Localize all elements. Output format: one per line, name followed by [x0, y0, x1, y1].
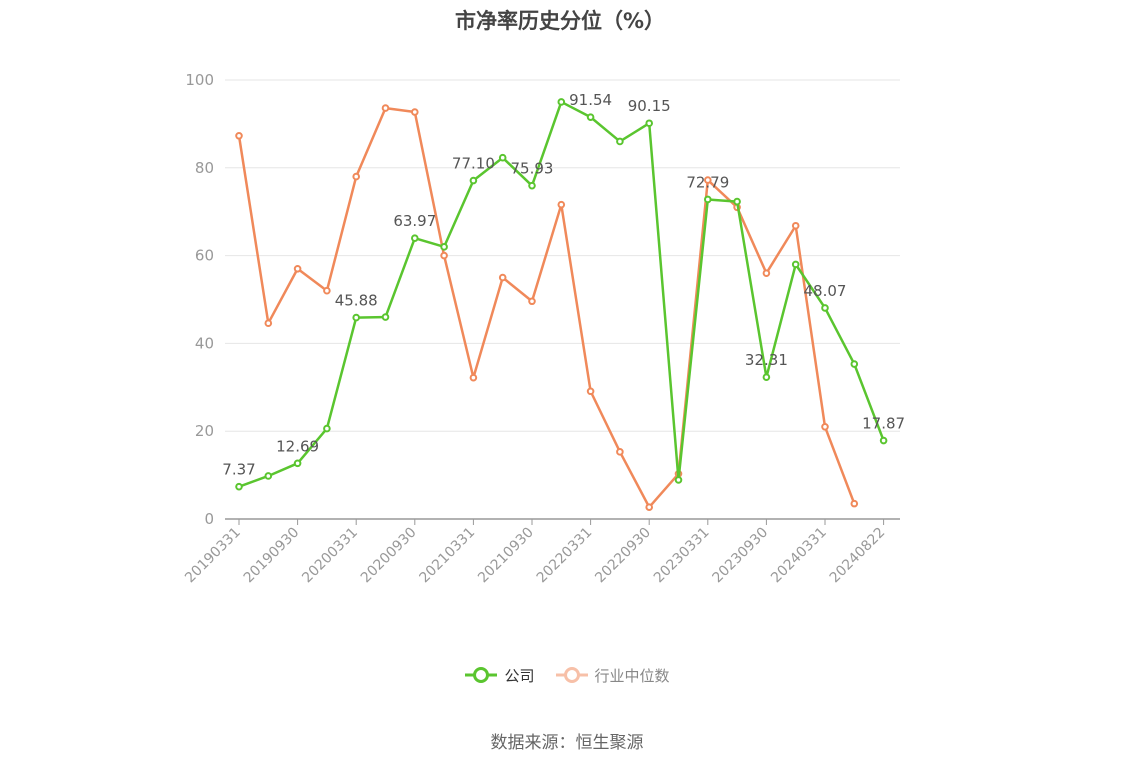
x-tick-label: 20230331: [651, 525, 713, 587]
x-tick-label: 20220331: [534, 525, 596, 587]
data-point: [733, 197, 741, 206]
data-source-note: 数据来源：恒生聚源: [490, 733, 644, 753]
data-point: [557, 200, 566, 209]
legend: 公司 行业中位数: [0, 664, 1134, 686]
data-point: [645, 503, 654, 511]
chart-title: 市净率历史分位（%）: [454, 9, 666, 33]
data-point: [498, 153, 507, 162]
data-label: 91.54: [569, 91, 612, 109]
x-tick-label: 20200331: [299, 525, 361, 587]
data-point: [440, 243, 448, 251]
legend-label-industry: 行业中位数: [594, 666, 670, 685]
x-tick-label: 20240331: [768, 525, 830, 587]
data-point: [821, 304, 829, 312]
data-point: [381, 313, 390, 321]
data-label: 90.15: [628, 97, 671, 115]
data-label: 12.69: [276, 437, 319, 455]
data-point: [879, 436, 888, 445]
data-point: [557, 98, 566, 106]
data-point: [704, 176, 712, 184]
data-label: 77.10: [452, 155, 495, 173]
data-point: [791, 260, 800, 269]
x-tick-label: 20210930: [475, 525, 537, 587]
data-point: [381, 104, 390, 112]
data-label: 7.37: [222, 461, 255, 479]
data-point: [586, 113, 595, 121]
data-point: [469, 176, 478, 185]
data-label: 63.97: [393, 212, 436, 230]
data-point: [616, 448, 624, 456]
legend-item-industry[interactable]: 行业中位数: [555, 664, 670, 686]
data-point: [411, 234, 419, 242]
data-point: [674, 476, 683, 484]
data-point: [528, 181, 536, 190]
data-point: [616, 137, 624, 146]
data-label: 45.88: [335, 292, 378, 310]
data-point: [498, 273, 507, 282]
data-point: [762, 269, 771, 277]
data-point: [469, 373, 478, 382]
y-tick-label: 40: [195, 334, 214, 352]
data-point: [850, 360, 859, 368]
data-point: [762, 373, 771, 381]
data-point: [352, 313, 361, 322]
data-label: 17.87: [862, 415, 905, 433]
data-point: [850, 499, 859, 508]
data-point: [704, 195, 712, 204]
y-tick-label: 0: [204, 510, 214, 528]
data-label: 72.79: [686, 173, 729, 191]
data-point: [235, 482, 243, 491]
data-label: 48.07: [804, 282, 847, 300]
y-tick-label: 20: [195, 422, 214, 440]
x-tick-label: 20190331: [182, 525, 244, 587]
y-tick-label: 100: [185, 71, 214, 89]
y-tick-label: 60: [195, 247, 214, 265]
data-point: [293, 264, 302, 273]
data-point: [323, 286, 331, 295]
data-point: [411, 108, 419, 116]
y-tick-label: 80: [195, 159, 214, 177]
data-point: [645, 119, 654, 128]
x-tick-label: 20210331: [417, 525, 479, 587]
x-tick-label: 20230930: [710, 525, 772, 587]
data-point: [528, 297, 536, 306]
data-label: 75.93: [511, 160, 554, 178]
legend-line-icon: [465, 667, 498, 683]
data-point: [293, 459, 302, 468]
data-label: 32.31: [745, 351, 788, 369]
data-point: [791, 221, 800, 230]
legend-line-icon: [555, 667, 588, 683]
x-tick-label: 20240822: [827, 525, 889, 587]
data-point: [821, 423, 829, 431]
x-tick-label: 20200930: [358, 525, 420, 587]
data-point: [352, 172, 361, 181]
line-chart: 0 20 40 60 80 100 2019033120190930202003312020…: [182, 71, 905, 587]
x-tick-label: 20190930: [241, 525, 303, 587]
data-point: [440, 251, 448, 260]
x-tick-label: 20220930: [592, 525, 654, 587]
data-point: [586, 387, 595, 396]
legend-item-company[interactable]: 公司: [464, 664, 535, 686]
series-line: [237, 106, 856, 509]
data-point: [235, 131, 243, 140]
legend-label-company: 公司: [504, 666, 535, 685]
data-point: [323, 424, 331, 433]
data-point: [264, 319, 273, 328]
data-point: [264, 472, 273, 480]
